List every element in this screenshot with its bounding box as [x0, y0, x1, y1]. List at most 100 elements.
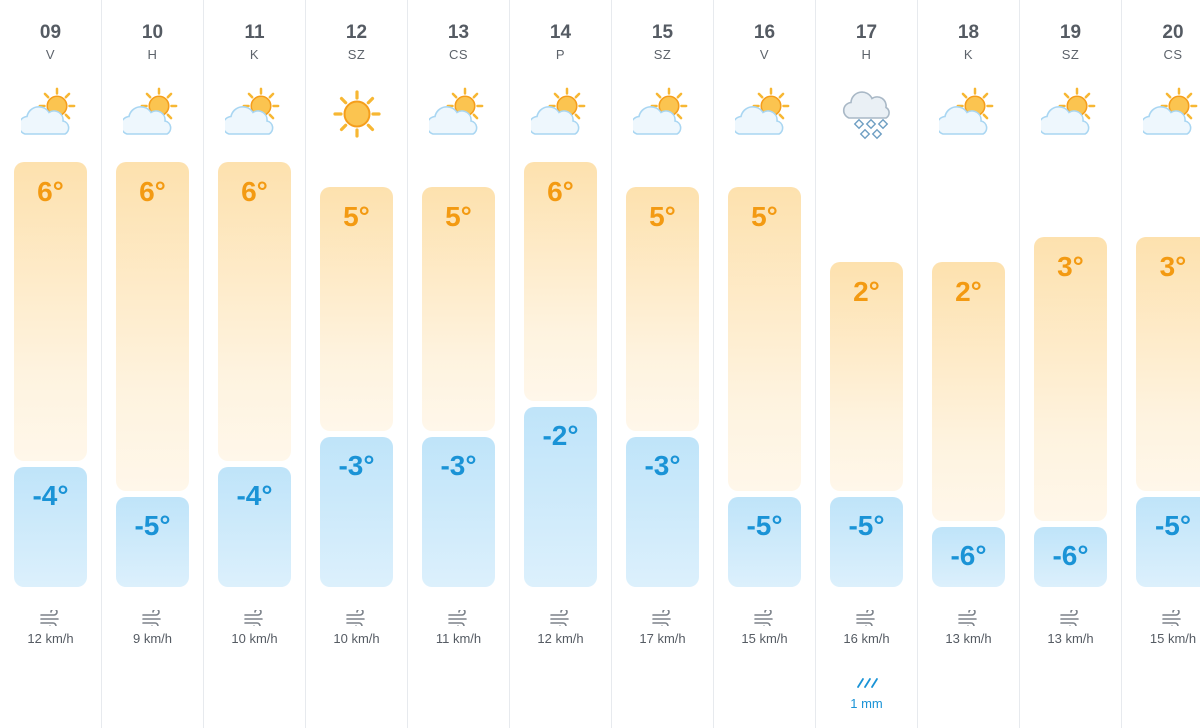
- day-column: 18 K 2° -6° 13 km/h: [918, 0, 1020, 728]
- wind-icon: [141, 608, 165, 630]
- wind-icon: [1059, 608, 1083, 630]
- min-temp-bar: [728, 497, 801, 587]
- weekday-label: SZ: [653, 47, 672, 62]
- max-temp-bar: [626, 187, 699, 431]
- max-temp: 2°: [853, 276, 880, 307]
- wind-speed: 12 km/h: [537, 631, 584, 646]
- min-temp-bar: [14, 467, 87, 587]
- max-temp-bar: [116, 162, 189, 491]
- day-number: 15: [651, 22, 674, 43]
- day-number: 11: [244, 22, 265, 43]
- partly-cloudy-icon: [1140, 84, 1200, 144]
- day-number: 09: [39, 22, 62, 43]
- max-temp: 6°: [139, 176, 166, 207]
- weekday-label: V: [45, 47, 56, 62]
- day-column: 15 SZ 5° -3° 17 km/h: [612, 0, 714, 728]
- weekday-label: V: [759, 47, 770, 62]
- min-temp-bar: [218, 467, 291, 587]
- day-column: 19 SZ 3° -6° 13 km/h: [1020, 0, 1122, 728]
- partly-cloudy-icon: [17, 84, 81, 144]
- wind-icon: [243, 608, 267, 630]
- max-temp-bar: [728, 187, 801, 491]
- wind-speed: 11 km/h: [435, 631, 482, 646]
- min-temp: -4°: [32, 480, 69, 511]
- day-column: 09 V 6° -4° 12 km/h: [0, 0, 102, 728]
- day-column: 10 H 6° -5° 9 km/h: [102, 0, 204, 728]
- min-temp-bar: [1034, 527, 1107, 587]
- day-number: 17: [855, 22, 878, 43]
- day-column: 20 CS 3° -5° 15 km/h: [1122, 0, 1200, 728]
- max-temp: 5°: [751, 201, 778, 232]
- partly-cloudy-icon: [1037, 84, 1101, 144]
- max-temp: 6°: [37, 176, 64, 207]
- min-temp: -5°: [134, 510, 171, 541]
- max-temp-bar: [524, 162, 597, 401]
- wind-icon: [1161, 608, 1185, 630]
- max-temp-bar: [1136, 237, 1200, 491]
- day-number: 12: [345, 22, 368, 43]
- weekday-label: K: [249, 47, 260, 62]
- max-temp-bar: [14, 162, 87, 461]
- min-temp: -5°: [1154, 510, 1192, 541]
- day-column: 12 SZ 5° -3° 10 km/h: [306, 0, 408, 728]
- min-temp-bar: [932, 527, 1005, 587]
- wind-icon: [753, 608, 777, 630]
- partly-cloudy-icon: [119, 84, 183, 144]
- max-temp: 2°: [955, 276, 982, 307]
- max-temp: 6°: [547, 176, 574, 207]
- partly-cloudy-icon: [425, 84, 489, 144]
- max-temp: 5°: [649, 201, 676, 232]
- min-temp-bar: [1136, 497, 1200, 587]
- max-temp-bar: [320, 187, 393, 431]
- weekday-label: H: [147, 47, 158, 62]
- min-temp: -6°: [1052, 540, 1089, 571]
- day-column: 13 CS 5° -3° 11 km/h: [408, 0, 510, 728]
- day-number: 20: [1162, 22, 1184, 43]
- day-column: 16 V 5° -5° 15 km/h: [714, 0, 816, 728]
- day-column: 17 H 2° -5° 16 km/h 1 mm: [816, 0, 918, 728]
- day-number: 13: [447, 22, 470, 43]
- wind-icon: [39, 608, 63, 630]
- weekday-label: SZ: [347, 47, 366, 62]
- weekday-label: K: [963, 47, 974, 62]
- max-temp: 6°: [241, 176, 268, 207]
- day-number: 18: [957, 22, 980, 43]
- day-column: 14 P 6° -2° 12 km/h: [510, 0, 612, 728]
- wind-speed: 13 km/h: [945, 631, 992, 646]
- min-temp-bar: [116, 497, 189, 587]
- max-temp-bar: [218, 162, 291, 461]
- max-temp-bar: [932, 262, 1005, 521]
- precipitation-amount: 1 mm: [850, 696, 883, 711]
- wind-icon: [447, 608, 471, 630]
- min-temp-bar: [524, 407, 597, 587]
- min-temp: -3°: [440, 450, 477, 481]
- weekday-label: CS: [448, 47, 469, 62]
- snow-cloud-icon: [837, 84, 897, 144]
- weekday-label: P: [555, 47, 566, 62]
- wind-icon: [957, 608, 981, 630]
- min-temp: -3°: [338, 450, 375, 481]
- min-temp: -5°: [746, 510, 783, 541]
- wind-speed: 9 km/h: [132, 631, 172, 646]
- partly-cloudy-icon: [731, 84, 795, 144]
- partly-cloudy-icon: [629, 84, 693, 144]
- wind-icon: [549, 608, 573, 630]
- min-temp-bar: [830, 497, 903, 587]
- partly-cloudy-icon: [935, 84, 999, 144]
- min-temp: -4°: [236, 480, 273, 511]
- min-temp: -5°: [848, 510, 885, 541]
- min-temp: -6°: [950, 540, 987, 571]
- max-temp: 5°: [343, 201, 370, 232]
- day-number: 14: [549, 22, 572, 43]
- max-temp: 5°: [445, 201, 472, 232]
- wind-icon: [651, 608, 675, 630]
- day-number: 10: [141, 22, 164, 43]
- wind-speed: 13 km/h: [1047, 631, 1094, 646]
- wind-icon: [855, 608, 879, 630]
- max-temp-bar: [1034, 237, 1107, 521]
- day-number: 19: [1059, 22, 1082, 43]
- partly-cloudy-icon: [221, 84, 285, 144]
- day-column: 11 K 6° -4° 10 km/h: [204, 0, 306, 728]
- max-temp-bar: [422, 187, 495, 431]
